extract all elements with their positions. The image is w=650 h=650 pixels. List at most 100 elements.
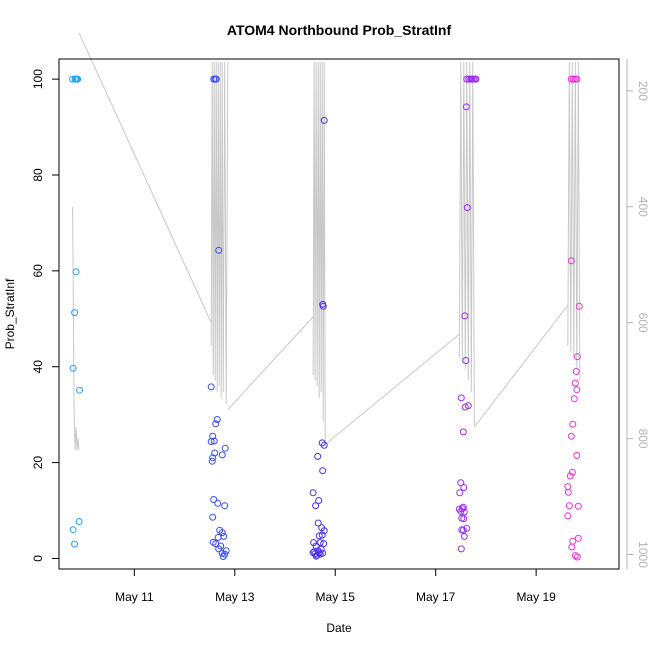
- point-s2-4: [320, 441, 328, 449]
- line-segment-2: [227, 316, 314, 410]
- point-s1-22: [220, 532, 228, 540]
- point-s1-26: [215, 545, 223, 553]
- point-s0-11: [75, 518, 83, 525]
- point-s4-21: [574, 534, 582, 542]
- point-s1-5: [213, 416, 221, 423]
- x-tick-label-3: May 17: [416, 590, 456, 604]
- point-s3-13: [464, 402, 472, 410]
- point-s4-17: [564, 488, 572, 496]
- point-s2-13: [315, 532, 323, 540]
- point-s1-10: [221, 444, 229, 452]
- point-s1-8: [207, 438, 215, 445]
- point-s4-11: [569, 420, 577, 428]
- point-s2-21: [317, 545, 325, 553]
- y-axis-label: Prob_StratInf: [3, 278, 17, 349]
- point-s2-14: [318, 531, 326, 539]
- right-tick-label-1: 400: [636, 197, 650, 217]
- right-tick-label-3: 800: [636, 429, 650, 449]
- line-burst-1: [210, 61, 229, 404]
- point-s1-30: [219, 553, 227, 560]
- point-s0-9: [69, 526, 77, 534]
- line-gap-start: [72, 206, 80, 451]
- point-s2-25: [319, 549, 327, 557]
- point-s3-28: [460, 532, 468, 540]
- point-s3-10: [462, 357, 470, 364]
- point-s1-12: [218, 451, 226, 459]
- x-tick-label-4: May 19: [516, 590, 556, 604]
- y-axis: 0 20 40 60 80 100: [31, 69, 59, 562]
- point-s4-3: [573, 75, 581, 83]
- point-s4-22: [569, 537, 577, 545]
- right-axis: 200 400 600 800 1000: [626, 59, 650, 569]
- line-burst-3: [458, 61, 475, 428]
- point-s3-11: [457, 394, 465, 402]
- x-axis: May 11 May 13 May 15 May 17 May 19: [115, 569, 556, 604]
- point-s4-5: [575, 302, 583, 310]
- point-s2-2: [319, 302, 327, 310]
- y-tick-label-1: 20: [31, 456, 45, 470]
- point-s3-24: [460, 515, 468, 523]
- point-s4-13: [573, 451, 581, 459]
- x-axis-label: Date: [326, 621, 352, 635]
- chart-title: ATOM4 Northbound Prob_StratInf: [227, 22, 452, 38]
- point-s4-19: [574, 502, 582, 510]
- x-tick-label-0: May 11: [115, 590, 154, 604]
- point-s2-10: [314, 519, 322, 527]
- point-s3-6: [472, 75, 480, 83]
- y-tick-label-4: 80: [31, 168, 45, 182]
- point-s3-21: [460, 508, 468, 516]
- pressure-lines: [72, 32, 581, 451]
- point-s3-9: [461, 312, 469, 320]
- right-tick-label-0: 200: [636, 81, 650, 101]
- x-tick-label-2: May 15: [316, 590, 356, 604]
- right-tick-label-4: 1000: [636, 541, 650, 568]
- point-s2-9: [312, 502, 320, 510]
- y-tick-label-3: 60: [31, 264, 45, 278]
- plot-frame: [58, 58, 620, 570]
- line-burst-2: [312, 61, 326, 445]
- point-s1-13: [209, 454, 217, 462]
- point-s4-6: [573, 353, 581, 361]
- y-tick-label-2: 40: [31, 360, 45, 374]
- point-s1-15: [210, 496, 218, 503]
- point-s4-12: [567, 432, 575, 440]
- point-s4-7: [572, 368, 580, 375]
- point-s1-2: [212, 75, 220, 83]
- point-s2-28: [315, 549, 323, 557]
- y-tick-label-5: 100: [31, 69, 45, 89]
- point-s2-8: [315, 497, 323, 504]
- point-s4-15: [566, 472, 574, 480]
- point-s4-23: [568, 543, 576, 551]
- point-s4-14: [568, 468, 576, 476]
- point-s4-18: [565, 502, 573, 510]
- point-s1-17: [221, 502, 229, 510]
- point-s1-9: [210, 437, 218, 445]
- point-s0-7: [69, 364, 77, 372]
- point-s3-25: [463, 524, 471, 532]
- point-s4-8: [571, 379, 579, 387]
- point-s2-7: [309, 489, 317, 497]
- point-s1-14: [208, 457, 216, 465]
- point-s4-4: [567, 257, 575, 265]
- point-s2-18: [320, 540, 328, 548]
- point-s4-10: [570, 395, 578, 403]
- point-s1-3: [215, 246, 223, 254]
- line-burst-4: [567, 61, 581, 381]
- point-s4-25: [573, 553, 581, 561]
- point-s0-8: [76, 386, 84, 394]
- point-s0-5: [72, 268, 80, 276]
- point-s4-24: [571, 552, 579, 560]
- point-s3-22: [457, 508, 465, 515]
- point-s3-14: [459, 428, 467, 436]
- point-s0-10: [71, 540, 79, 548]
- point-s4-16: [564, 483, 572, 491]
- data-points: [69, 75, 583, 561]
- line-segment-4: [474, 304, 569, 428]
- point-s1-4: [207, 383, 215, 391]
- x-tick-label-1: May 13: [215, 590, 255, 604]
- point-s3-8: [463, 204, 471, 212]
- right-tick-label-2: 600: [636, 313, 650, 333]
- point-s4-9: [573, 386, 581, 394]
